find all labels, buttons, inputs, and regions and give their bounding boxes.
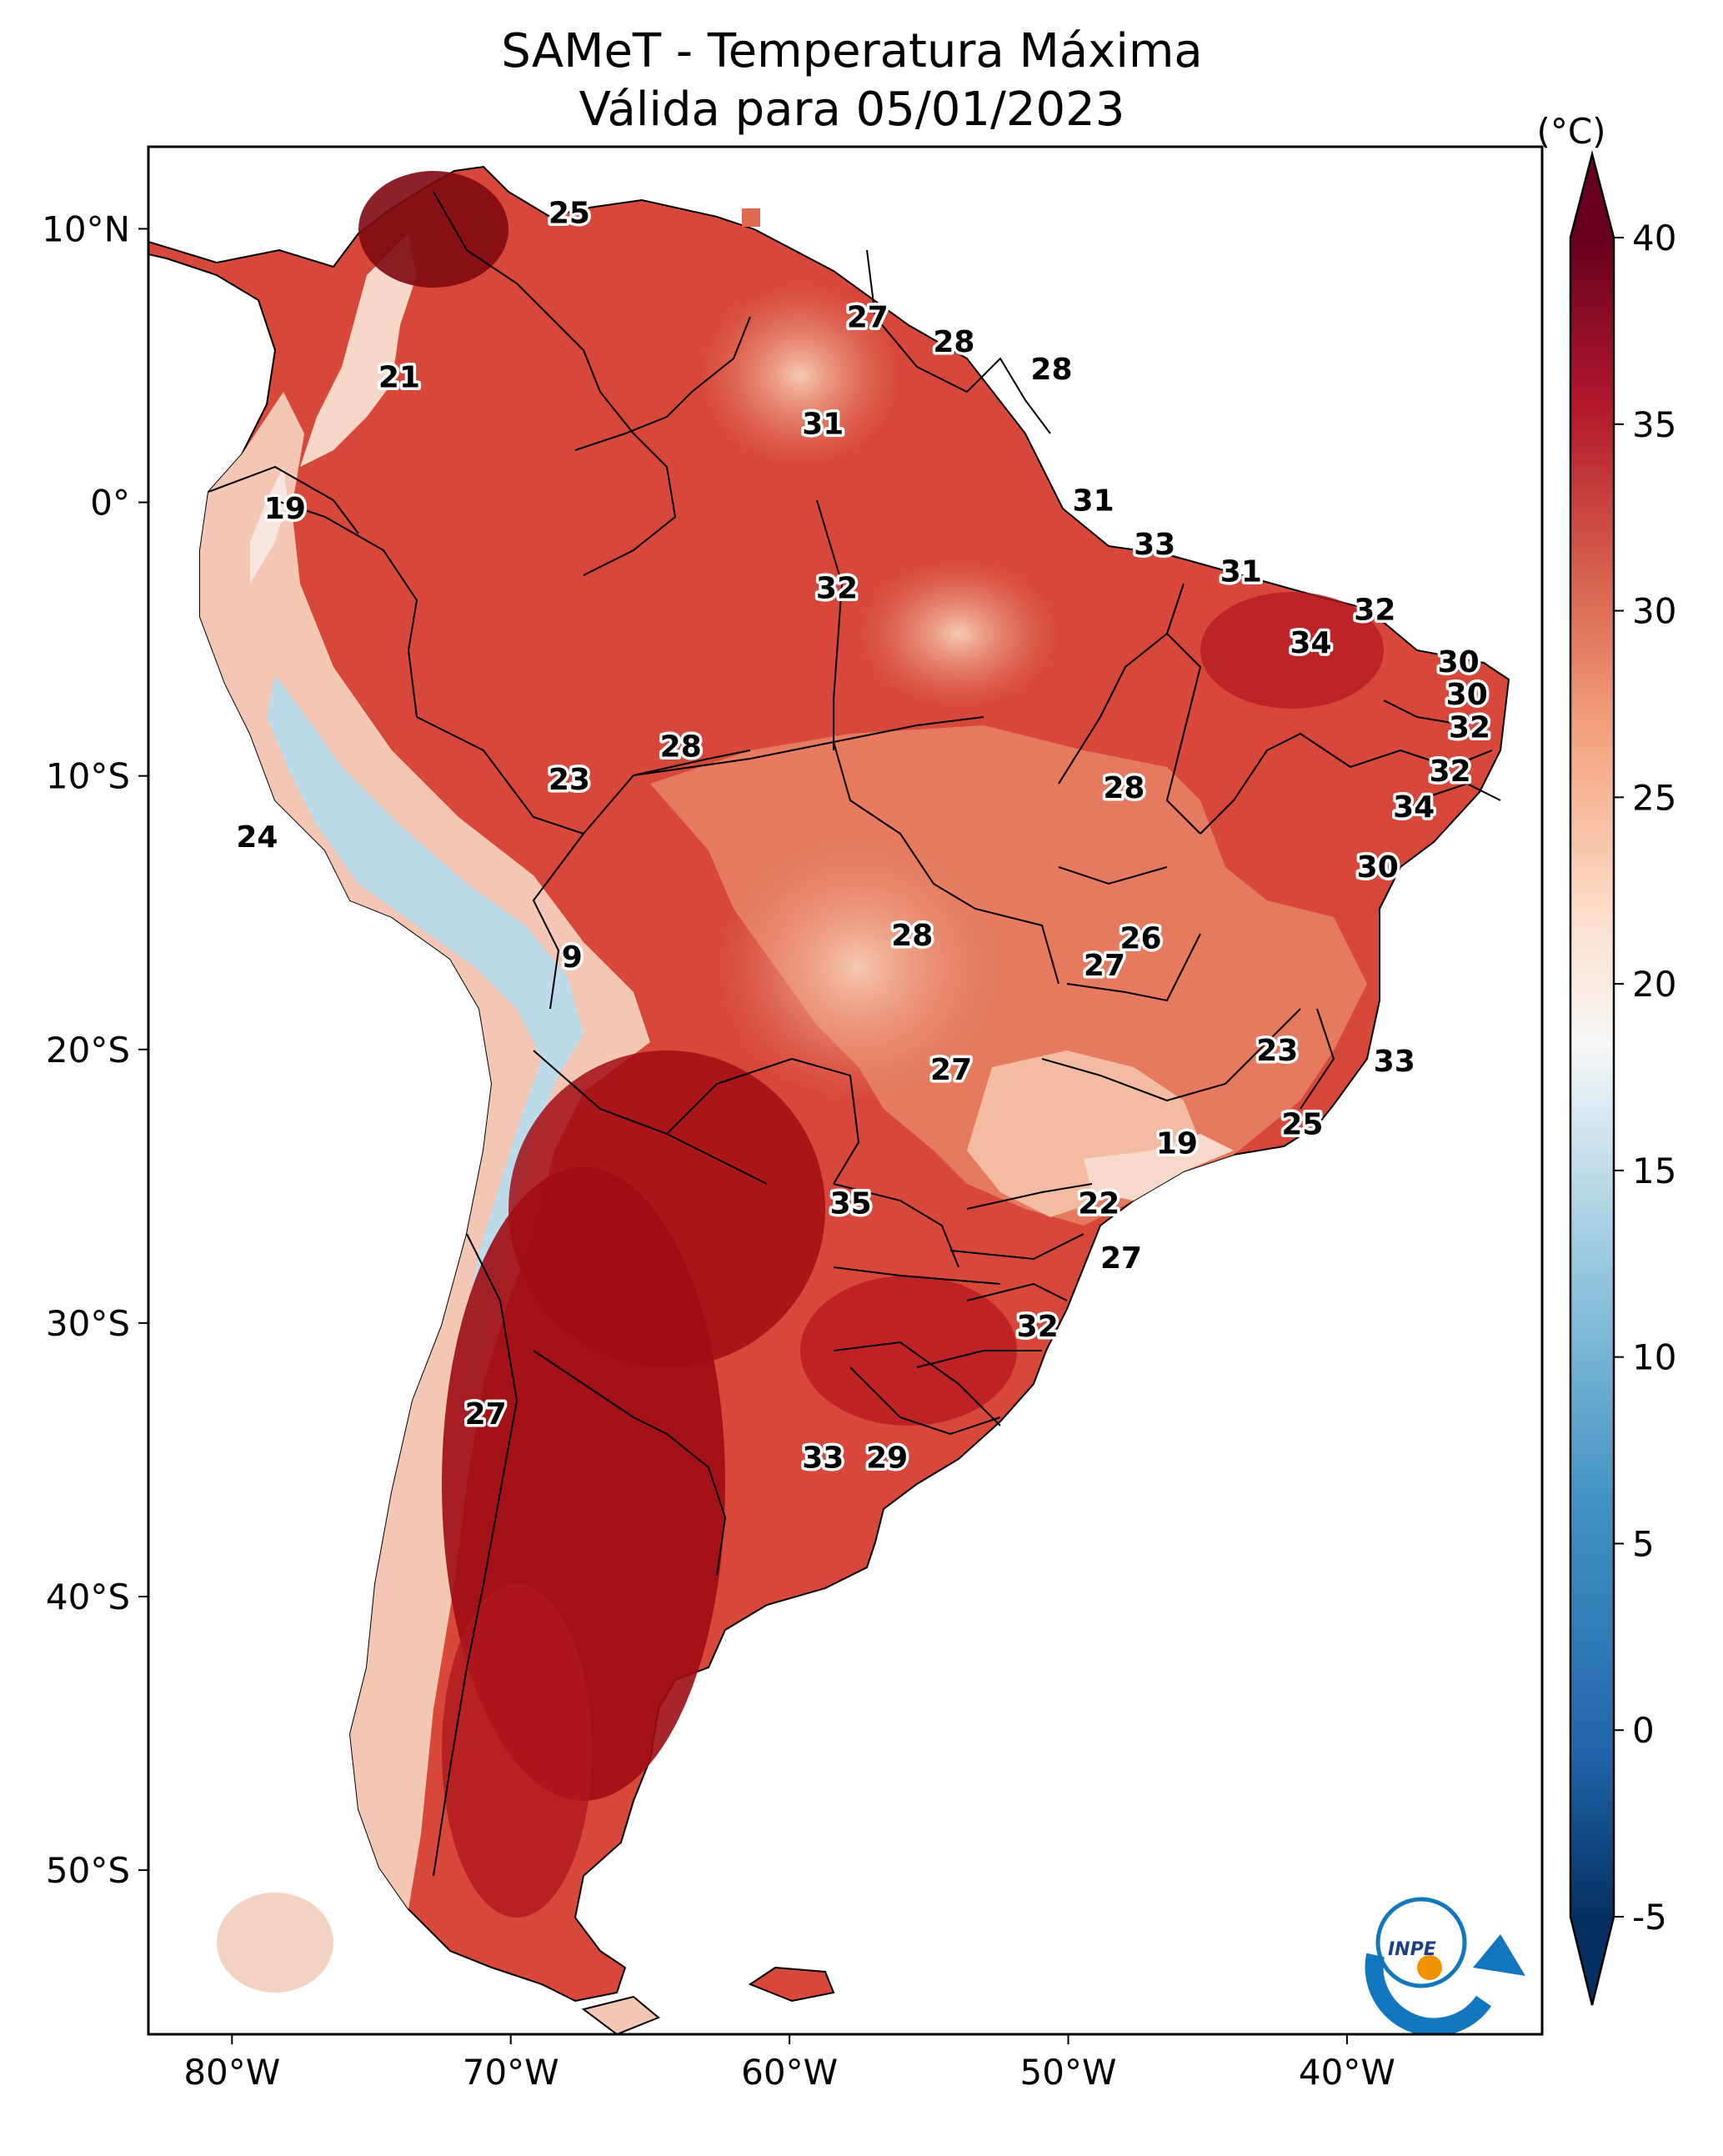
temperature-label: 23	[1256, 1034, 1298, 1068]
map-frame	[147, 145, 1544, 2036]
temperature-label: 27	[1100, 1241, 1142, 1276]
temperature-label: 31	[802, 407, 844, 441]
colorbar-tick-label: 25	[1632, 777, 1676, 818]
lon-tick-label: 60°W	[741, 2052, 838, 2093]
temperature-label: 30	[1446, 678, 1488, 712]
temperature-label: 27	[465, 1397, 507, 1431]
longitude-ticks: 80°W 70°W 60°W 50°W 40°W	[183, 2034, 1395, 2093]
tierra-del-fuego	[581, 1995, 660, 2034]
colorbar-gradient	[1570, 238, 1614, 1917]
lat-tick-label: 0°	[90, 483, 130, 524]
temperature-label: 26	[1119, 921, 1161, 955]
temperature-label: 32	[1354, 594, 1395, 628]
andes-north-cold	[250, 467, 288, 584]
amazon-pale-zone	[859, 559, 1059, 709]
temperature-label: 34	[1290, 626, 1331, 660]
colorbar-lower-extension	[1570, 1917, 1614, 2005]
caribbean-hot-core	[358, 171, 508, 288]
lon-tick-label: 50°W	[1020, 2052, 1117, 2093]
temperature-label: 30	[1438, 645, 1480, 679]
inpe-logo-text: INPE	[1388, 1939, 1436, 1960]
colorbar-tick-label: 30	[1632, 591, 1676, 632]
lat-tick-label: 40°S	[46, 1577, 130, 1617]
title-line-1: SAMeT - Temperatura Máxima	[501, 24, 1203, 78]
colorbar-tick-label: 15	[1632, 1151, 1676, 1191]
colorbar-tick-label: 10	[1632, 1337, 1676, 1378]
title-line-2: Válida para 05/01/2023	[579, 83, 1125, 137]
lat-tick-label: 20°S	[46, 1030, 130, 1070]
northeast-hot	[1200, 592, 1384, 709]
temperature-label: 32	[1017, 1310, 1059, 1344]
temperature-label: 19	[264, 492, 306, 526]
temperature-label: 21	[378, 361, 420, 395]
colorbar-tick-label: 20	[1632, 964, 1676, 1005]
lon-tick-label: 40°W	[1299, 2052, 1395, 2093]
colorbar-tick-label: 35	[1632, 404, 1676, 445]
lat-tick-label: 30°S	[46, 1303, 130, 1344]
colorbar-upper-extension	[1570, 154, 1614, 238]
temperature-label: 29	[866, 1442, 908, 1476]
inpe-logo-sun	[1417, 1955, 1442, 1980]
guyana-pale	[700, 283, 900, 467]
political-borders	[208, 191, 1501, 1877]
tierra-del-fuego-mild	[217, 1893, 333, 1993]
colorbar-tick-label: -5	[1632, 1897, 1667, 1938]
temperature-label: 28	[933, 325, 974, 359]
temperature-label: 9	[562, 940, 583, 975]
lon-tick-label: 70°W	[463, 2052, 559, 2093]
temperature-label: 23	[548, 763, 590, 797]
temperature-label: 28	[660, 730, 702, 765]
temperature-label: 27	[847, 300, 889, 334]
temperature-label: 28	[1103, 771, 1144, 805]
colorbar-tick-label: 5	[1632, 1523, 1655, 1564]
temperature-label: 22	[1078, 1187, 1119, 1221]
temperature-label: 30	[1357, 850, 1399, 885]
latitude-ticks: 10°N 0° 10°S 20°S 30°S 40°S 50°S	[42, 208, 148, 1891]
temperature-label: 25	[548, 197, 590, 231]
temperature-label: 32	[816, 571, 858, 605]
temperature-label: 33	[1134, 528, 1175, 562]
trinidad-island	[742, 208, 760, 227]
temperature-label: 33	[802, 1442, 844, 1476]
mato-grosso-pale	[717, 834, 1000, 1101]
inpe-logo-arc	[1365, 1953, 1492, 2034]
temperature-label: 28	[891, 919, 933, 953]
inpe-logo-arrow	[1473, 1934, 1525, 1976]
lon-tick-label: 80°W	[183, 2052, 280, 2093]
temperature-label: 31	[1220, 555, 1262, 589]
temperature-label: 27	[930, 1053, 972, 1087]
inpe-logo-orbit	[1375, 1897, 1467, 1988]
temperature-label: 24	[236, 820, 278, 855]
temperature-label: 34	[1393, 790, 1435, 825]
temperature-label: 19	[1156, 1126, 1198, 1161]
serra-cool	[1084, 1134, 1234, 1201]
lat-tick-label: 10°S	[46, 756, 130, 797]
temperature-label: 27	[1084, 949, 1125, 983]
colombian-andes	[300, 233, 417, 467]
colorbar-tick-label: 0	[1632, 1710, 1655, 1751]
temperature-label: 25	[1281, 1107, 1323, 1141]
temperature-label: 31	[1073, 484, 1114, 518]
patagonia-warm	[442, 1584, 592, 1918]
temperature-label: 32	[1430, 755, 1471, 789]
temperature-label: 28	[1030, 353, 1072, 387]
lat-tick-label: 50°S	[46, 1850, 130, 1891]
colorbar-tick-label: 40	[1632, 218, 1676, 258]
temperature-label: 32	[1449, 711, 1490, 745]
inpe-logo: INPE	[1365, 1897, 1525, 2034]
falkland-islands	[748, 1966, 835, 2003]
temperature-label: 35	[830, 1187, 872, 1221]
colorbar: (°C) -5 0 5 10 15 20 25 30 35 40	[1536, 111, 1676, 2006]
lat-tick-label: 10°N	[42, 208, 130, 249]
chaco-hot-core	[508, 1050, 825, 1367]
colorbar-ticks: -5 0 5 10 15 20 25 30 35 40	[1614, 218, 1676, 1938]
temperature-label: 33	[1374, 1045, 1415, 1079]
colorbar-unit: (°C)	[1536, 111, 1605, 152]
